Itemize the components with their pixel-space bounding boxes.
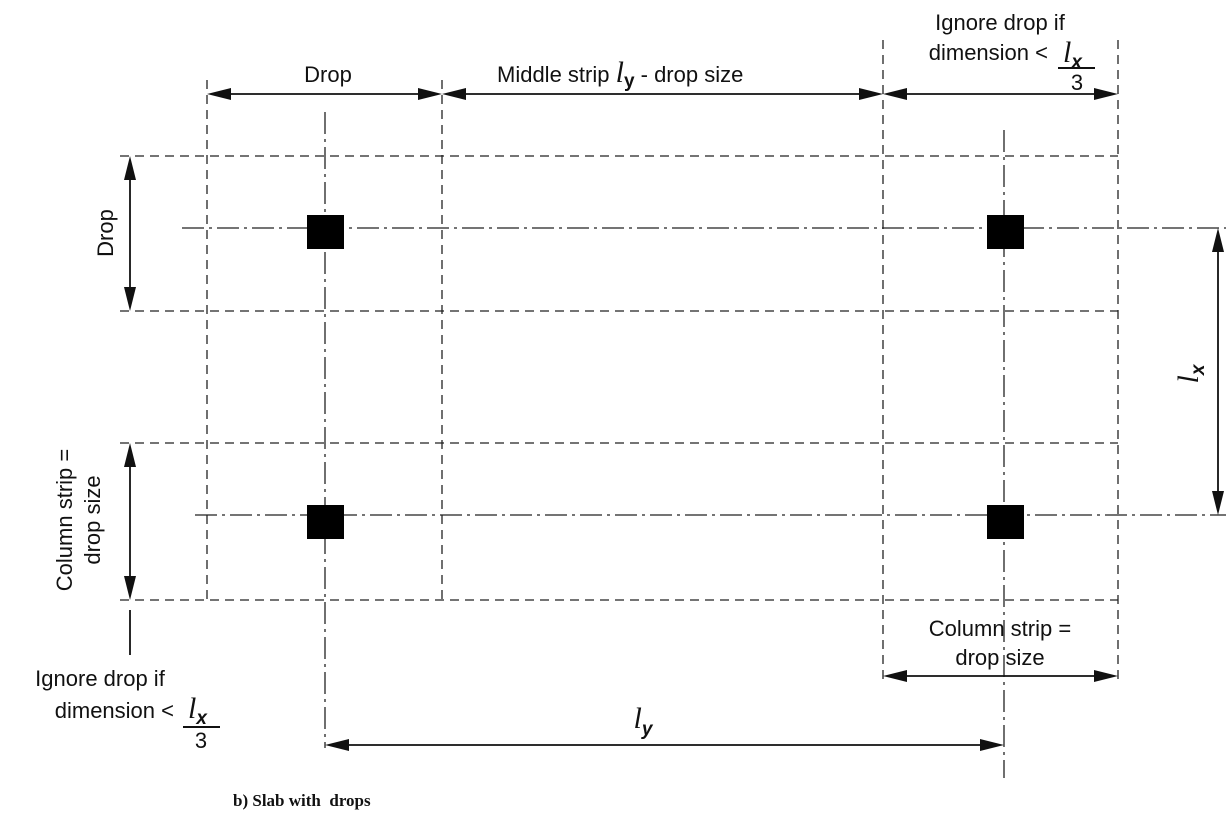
ignore-bottom-label-line1: Ignore drop if: [35, 666, 166, 691]
ly-dimension: [325, 739, 1004, 751]
lx-dimension: [1212, 228, 1224, 515]
svg-text:lx: lx: [188, 692, 208, 729]
column-bottom-right: [987, 505, 1024, 539]
column-strip-right-label-line2: drop size: [955, 645, 1044, 670]
figure-caption: b) Slab with drops: [233, 791, 371, 810]
middle-strip-label: Middle strip ly - drop size: [497, 56, 743, 92]
svg-text:3: 3: [195, 728, 207, 753]
column-top-right: [987, 215, 1024, 249]
ignore-drop-top-dimension: [883, 88, 1118, 100]
column-bottom-left: [307, 505, 344, 539]
ignore-top-fraction: lx 3: [1058, 36, 1095, 95]
ignore-top-label-line2: dimension <: [929, 40, 1048, 65]
column-top-left: [307, 215, 344, 249]
lx-label: lx: [1172, 363, 1209, 383]
column-strip-right-dimension: [883, 670, 1118, 682]
ignore-bottom-fraction: lx 3: [183, 692, 220, 753]
ly-label: ly: [634, 702, 654, 740]
column-strip-left-dimension: [124, 443, 136, 600]
drop-top-label: Drop: [304, 62, 352, 87]
drop-left-label: Drop: [93, 209, 118, 257]
drop-width-dimension: [207, 88, 442, 100]
column-strip-left-label-line1: Column strip =: [52, 449, 77, 591]
column-strip-right-label-line1: Column strip =: [929, 616, 1071, 641]
column-strip-left-label-line2: drop size: [80, 475, 105, 564]
ignore-bottom-label-line2: dimension <: [55, 698, 174, 723]
ignore-top-label-line1: Ignore drop if: [935, 10, 1066, 35]
svg-text:3: 3: [1071, 70, 1083, 95]
middle-strip-dimension: [442, 88, 883, 100]
drop-height-dimension: [124, 156, 136, 311]
